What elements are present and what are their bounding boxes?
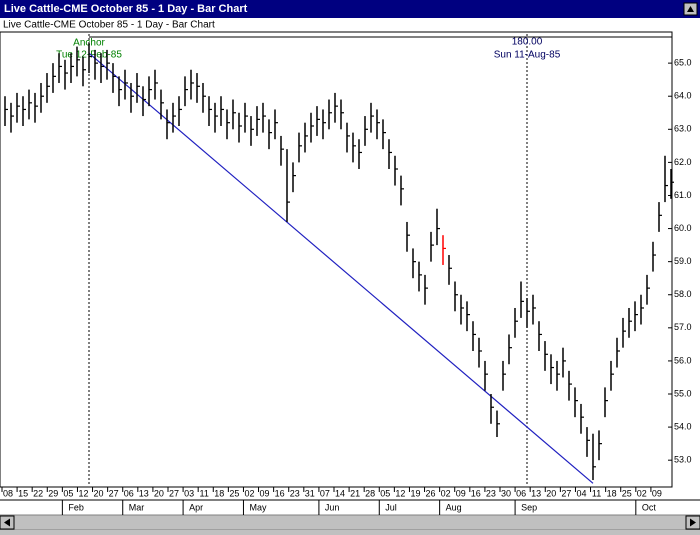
- y-tick-label: 61.0: [674, 190, 692, 200]
- x-tick-label: 21: [350, 488, 360, 498]
- month-label: Apr: [189, 502, 203, 512]
- x-tick-label: 29: [48, 488, 58, 498]
- x-tick-label: 02: [441, 488, 451, 498]
- x-tick-label: 25: [229, 488, 239, 498]
- x-tick-label: 27: [561, 488, 571, 498]
- x-tick-label: 11: [200, 488, 209, 498]
- y-tick-label: 58.0: [674, 289, 692, 299]
- x-tick-label: 09: [260, 488, 270, 498]
- x-tick-label: 11: [592, 488, 601, 498]
- y-tick-label: 53.0: [674, 455, 692, 465]
- x-tick-label: 14: [335, 488, 345, 498]
- scroll-right-icon: [690, 518, 696, 527]
- x-tick-label: 27: [109, 488, 119, 498]
- x-tick-label: 09: [456, 488, 466, 498]
- x-tick-label: 20: [154, 488, 164, 498]
- x-tick-label: 05: [63, 488, 73, 498]
- x-tick-label: 07: [320, 488, 330, 498]
- x-tick-label: 13: [531, 488, 541, 498]
- month-label: Oct: [642, 502, 657, 512]
- y-tick-label: 64.0: [674, 91, 692, 101]
- chart-title: Live Cattle-CME October 85 - 1 Day - Bar…: [3, 20, 215, 31]
- x-tick-label: 26: [426, 488, 436, 498]
- y-tick-label: 55.0: [674, 388, 692, 398]
- chart-background: [0, 18, 700, 515]
- x-tick-label: 08: [3, 488, 13, 498]
- month-label: Mar: [129, 502, 145, 512]
- x-tick-label: 22: [33, 488, 43, 498]
- x-tick-label: 03: [184, 488, 194, 498]
- cursor-label: 180.00: [512, 37, 543, 48]
- window-title: Live Cattle-CME October 85 - 1 Day - Bar…: [4, 3, 248, 15]
- x-tick-label: 31: [305, 488, 315, 498]
- anchor-label: Anchor: [73, 38, 105, 49]
- month-label: Jul: [385, 502, 397, 512]
- x-tick-label: 02: [244, 488, 254, 498]
- x-tick-label: 27: [169, 488, 179, 498]
- scrollbar[interactable]: [0, 514, 700, 531]
- plot-frame: [0, 31, 673, 488]
- x-tick-label: 25: [622, 488, 632, 498]
- scroll-left-icon: [4, 518, 10, 527]
- month-label: May: [249, 502, 267, 512]
- x-tick-label: 18: [214, 488, 224, 498]
- y-tick-label: 56.0: [674, 355, 692, 365]
- x-tick-label: 04: [576, 488, 586, 498]
- x-tick-label: 20: [546, 488, 556, 498]
- maximize-icon: [687, 6, 694, 12]
- x-tick-label: 28: [365, 488, 375, 498]
- month-label: Jun: [325, 502, 340, 512]
- x-tick-label: 30: [501, 488, 511, 498]
- y-tick-label: 65.0: [674, 58, 692, 68]
- y-tick-label: 59.0: [674, 256, 692, 266]
- cursor-date: Sun 11-Aug-85: [494, 50, 561, 61]
- y-tick-label: 54.0: [674, 421, 692, 431]
- x-tick-label: 18: [607, 488, 617, 498]
- y-tick-label: 63.0: [674, 124, 692, 134]
- x-tick-label: 09: [652, 488, 662, 498]
- x-tick-label: 16: [275, 488, 285, 498]
- x-tick-label: 13: [139, 488, 149, 498]
- x-tick-label: 23: [290, 488, 300, 498]
- x-tick-label: 23: [486, 488, 496, 498]
- x-tick-label: 12: [78, 488, 88, 498]
- x-tick-label: 15: [18, 488, 28, 498]
- x-tick-label: 16: [471, 488, 481, 498]
- month-label: Aug: [446, 502, 462, 512]
- x-tick-label: 02: [637, 488, 647, 498]
- y-tick-label: 57.0: [674, 322, 692, 332]
- x-tick-label: 19: [410, 488, 420, 498]
- x-tick-label: 05: [380, 488, 390, 498]
- month-label: Feb: [68, 502, 84, 512]
- x-tick-label: 06: [124, 488, 134, 498]
- x-tick-label: 12: [395, 488, 405, 498]
- x-tick-label: 06: [516, 488, 526, 498]
- title-bar: [0, 0, 700, 18]
- y-tick-label: 60.0: [674, 223, 692, 233]
- x-tick-label: 20: [94, 488, 104, 498]
- y-tick-label: 62.0: [674, 157, 692, 167]
- month-label: Sep: [521, 502, 537, 512]
